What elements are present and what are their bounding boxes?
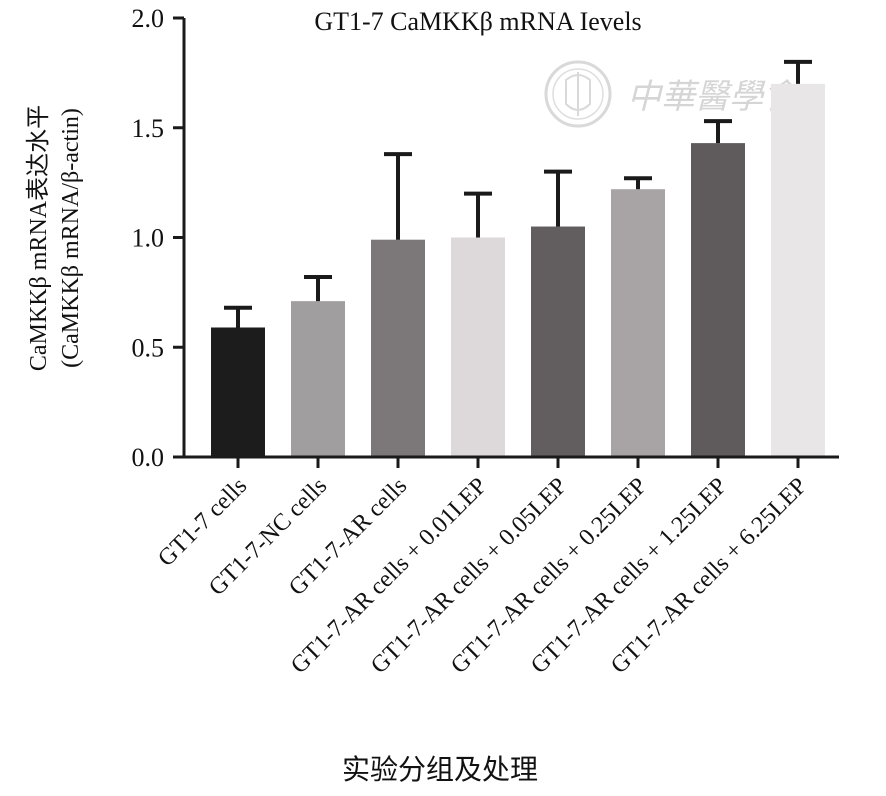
y-tick-label: 1.0 (132, 224, 165, 253)
x-axis-label: 实验分组及处理 (342, 754, 538, 786)
bar (371, 239, 425, 457)
bar (291, 301, 345, 457)
y-axis-label-line1: CaMKKβ mRNA表达水平 (25, 105, 52, 371)
bar (451, 237, 505, 457)
y-axis-label-line2: (CaMKKβ mRNA/β-actin) (58, 108, 84, 368)
chart-title: GT1-7 CaMKKβ mRNA Ievels (314, 7, 641, 36)
watermark: 中華醫學會 (544, 60, 802, 128)
y-tick-label: 1.5 (132, 114, 165, 143)
bar (531, 226, 585, 457)
bar (611, 189, 665, 457)
cma-emblem-icon (544, 60, 612, 128)
y-tick-label: 0.5 (132, 333, 165, 362)
y-tick-label: 2.0 (132, 4, 165, 33)
bar (211, 327, 265, 457)
bar (691, 143, 745, 458)
y-tick-label: 0.0 (132, 443, 165, 472)
bar (771, 83, 825, 457)
